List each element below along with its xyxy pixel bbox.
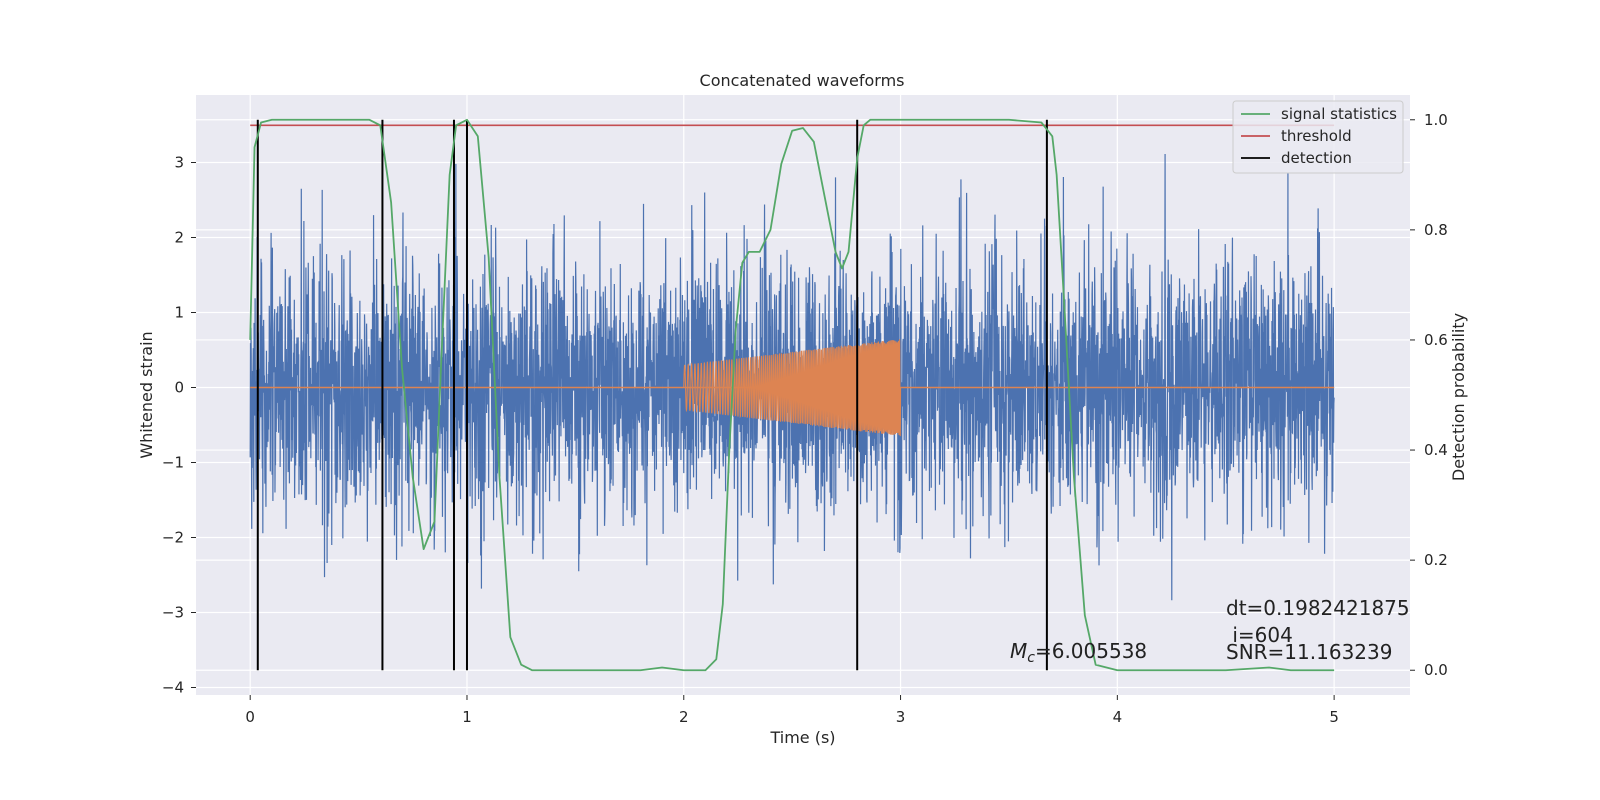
y-tick-label-right: 0.4: [1424, 441, 1448, 459]
legend-label-signal-statistics: signal statistics: [1281, 105, 1397, 123]
legend-label-threshold: threshold: [1281, 127, 1352, 145]
x-tick-label: 0: [245, 708, 255, 726]
annotation-dt: dt=0.1982421875: [1226, 596, 1410, 620]
y-tick-label-left: 3: [174, 154, 184, 172]
y-axis-right: 0.0 0.2 0.4 0.6 0.8 1.0: [1410, 111, 1448, 679]
annotation-snr: SNR=11.163239: [1226, 640, 1392, 664]
y-tick-label-left: −1: [162, 454, 184, 472]
y-tick-label-left: 1: [174, 304, 184, 322]
strain-series: [249, 153, 1335, 601]
x-tick-label: 1: [462, 708, 472, 726]
y-tick-label-left: −3: [162, 604, 184, 622]
x-tick-label: 2: [679, 708, 689, 726]
detection-series: [256, 119, 1048, 671]
legend-box: [1232, 100, 1404, 174]
y-tick-label-right: 0.6: [1424, 331, 1448, 349]
y-tick-label-left: 0: [174, 379, 184, 397]
x-tick-label: 5: [1329, 708, 1339, 726]
y-tick-label-right: 1.0: [1424, 111, 1448, 129]
annotation-mc: Mc=6.005538: [1010, 639, 1147, 666]
x-tick-label: 3: [896, 708, 906, 726]
legend-label-detection: detection: [1281, 149, 1352, 167]
y-axis-left: −4 −3 −2 −1 0 1 2 3: [162, 154, 196, 697]
annotation-mc-subscript: c: [1027, 650, 1035, 666]
legend: signal statistics threshold detection: [1232, 100, 1404, 174]
y-tick-label-left: −4: [162, 679, 184, 697]
chart-title: Concatenated waveforms: [700, 71, 905, 90]
y-axis-label-right: Detection probability: [1449, 313, 1468, 481]
strain-line: [249, 153, 1335, 601]
x-tick-label: 4: [1113, 708, 1123, 726]
y-tick-label-right: 0.0: [1424, 661, 1448, 679]
y-tick-label-right: 0.8: [1424, 221, 1448, 239]
y-tick-label-right: 0.2: [1424, 551, 1448, 569]
annotation-i: i=604: [1226, 623, 1293, 647]
y-tick-label-left: 2: [174, 229, 184, 247]
signal-statistics-line: [249, 118, 1335, 672]
signal-statistics-series: [249, 118, 1335, 672]
annotation-mc-value: =6.005538: [1035, 639, 1147, 663]
x-axis: 0 1 2 3 4 5: [245, 695, 1339, 726]
y-axis-label-left: Whitened strain: [137, 331, 156, 458]
x-axis-label: Time (s): [769, 728, 835, 747]
y-tick-label-left: −2: [162, 529, 184, 547]
template-chirp-line: [683, 339, 902, 437]
annotation-mc-symbol: M: [1010, 639, 1027, 663]
template-series: [250, 339, 1335, 437]
